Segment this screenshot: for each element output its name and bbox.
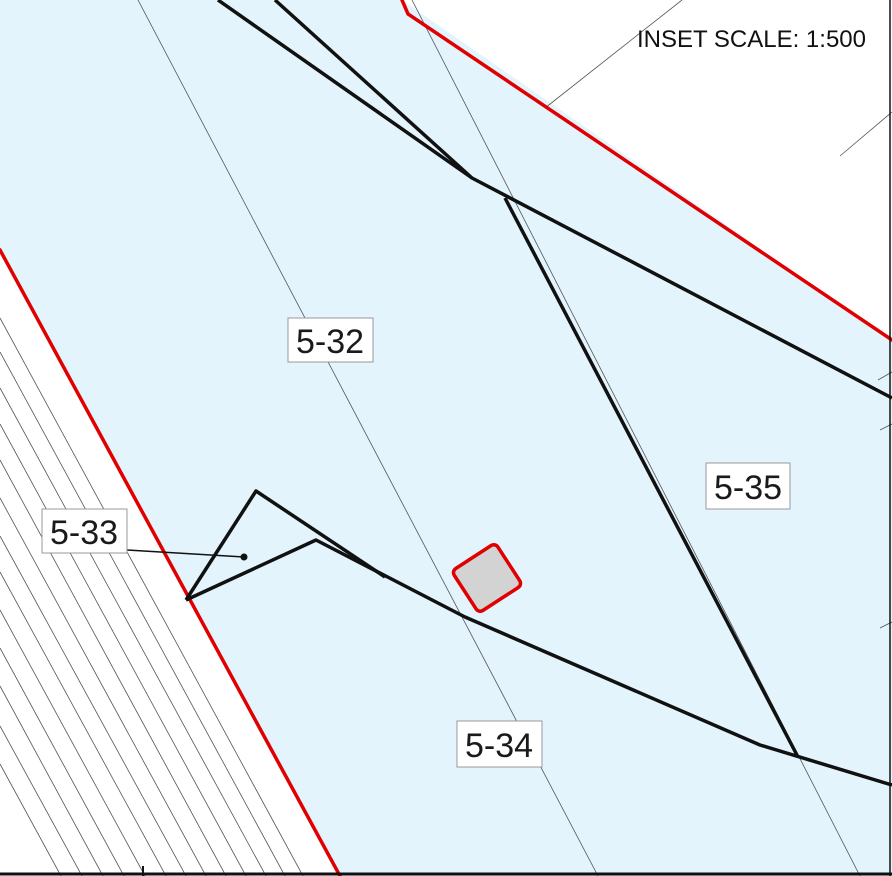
parcel-label-5-34[interactable]: 5-34 [456,720,543,768]
structure-square [451,543,523,613]
leader-5-33 [125,549,248,561]
parcel-label-5-35[interactable]: 5-35 [705,462,791,510]
adjacent-lot-lines [0,317,304,876]
svg-text:5-34: 5-34 [465,727,533,765]
inset-scale-label: INSET SCALE: 1:500 [637,26,866,53]
svg-text:5-35: 5-35 [714,469,782,507]
svg-text:5-32: 5-32 [296,323,364,361]
lot-lines [184,0,892,787]
svg-text:5-33: 5-33 [50,514,118,552]
parcel-label-5-33[interactable]: 5-33 [41,508,128,554]
parcel-label-5-32[interactable]: 5-32 [287,317,374,363]
